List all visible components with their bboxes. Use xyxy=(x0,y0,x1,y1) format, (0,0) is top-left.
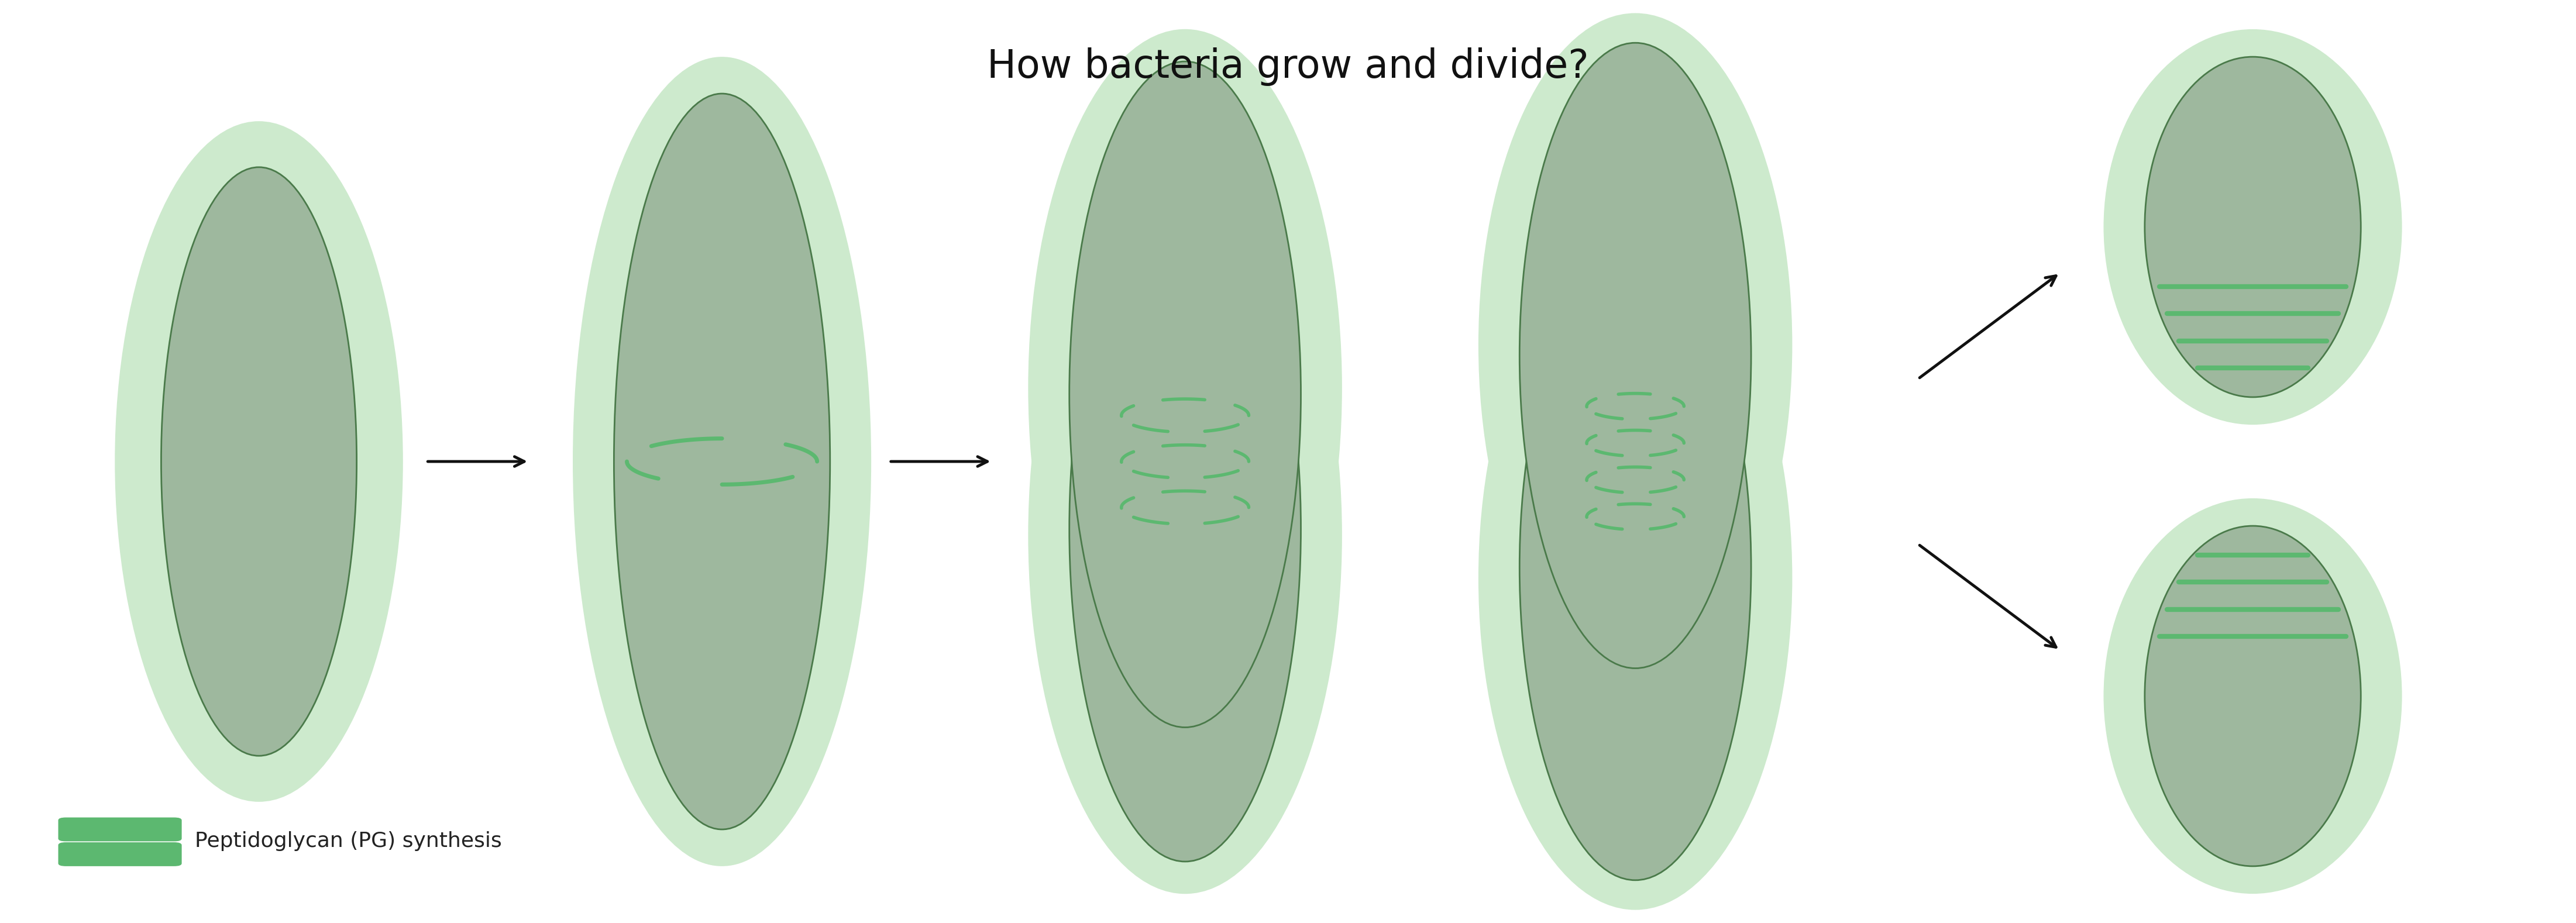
FancyBboxPatch shape xyxy=(59,843,183,866)
Ellipse shape xyxy=(1069,62,1301,727)
Ellipse shape xyxy=(116,121,402,802)
Ellipse shape xyxy=(1479,13,1793,677)
Ellipse shape xyxy=(2146,526,2360,866)
Ellipse shape xyxy=(1069,196,1301,861)
Ellipse shape xyxy=(1028,177,1342,893)
Text: Peptidoglycan (PG) synthesis: Peptidoglycan (PG) synthesis xyxy=(196,832,502,851)
Ellipse shape xyxy=(613,93,829,830)
Ellipse shape xyxy=(572,57,871,866)
Ellipse shape xyxy=(2146,57,2360,397)
Ellipse shape xyxy=(162,167,355,756)
Ellipse shape xyxy=(1479,246,1793,910)
Ellipse shape xyxy=(2105,30,2401,425)
FancyBboxPatch shape xyxy=(59,818,183,842)
Ellipse shape xyxy=(2105,498,2401,893)
Ellipse shape xyxy=(1028,30,1342,746)
Ellipse shape xyxy=(1520,255,1752,881)
Ellipse shape xyxy=(1520,42,1752,668)
Text: How bacteria grow and divide?: How bacteria grow and divide? xyxy=(987,48,1589,86)
